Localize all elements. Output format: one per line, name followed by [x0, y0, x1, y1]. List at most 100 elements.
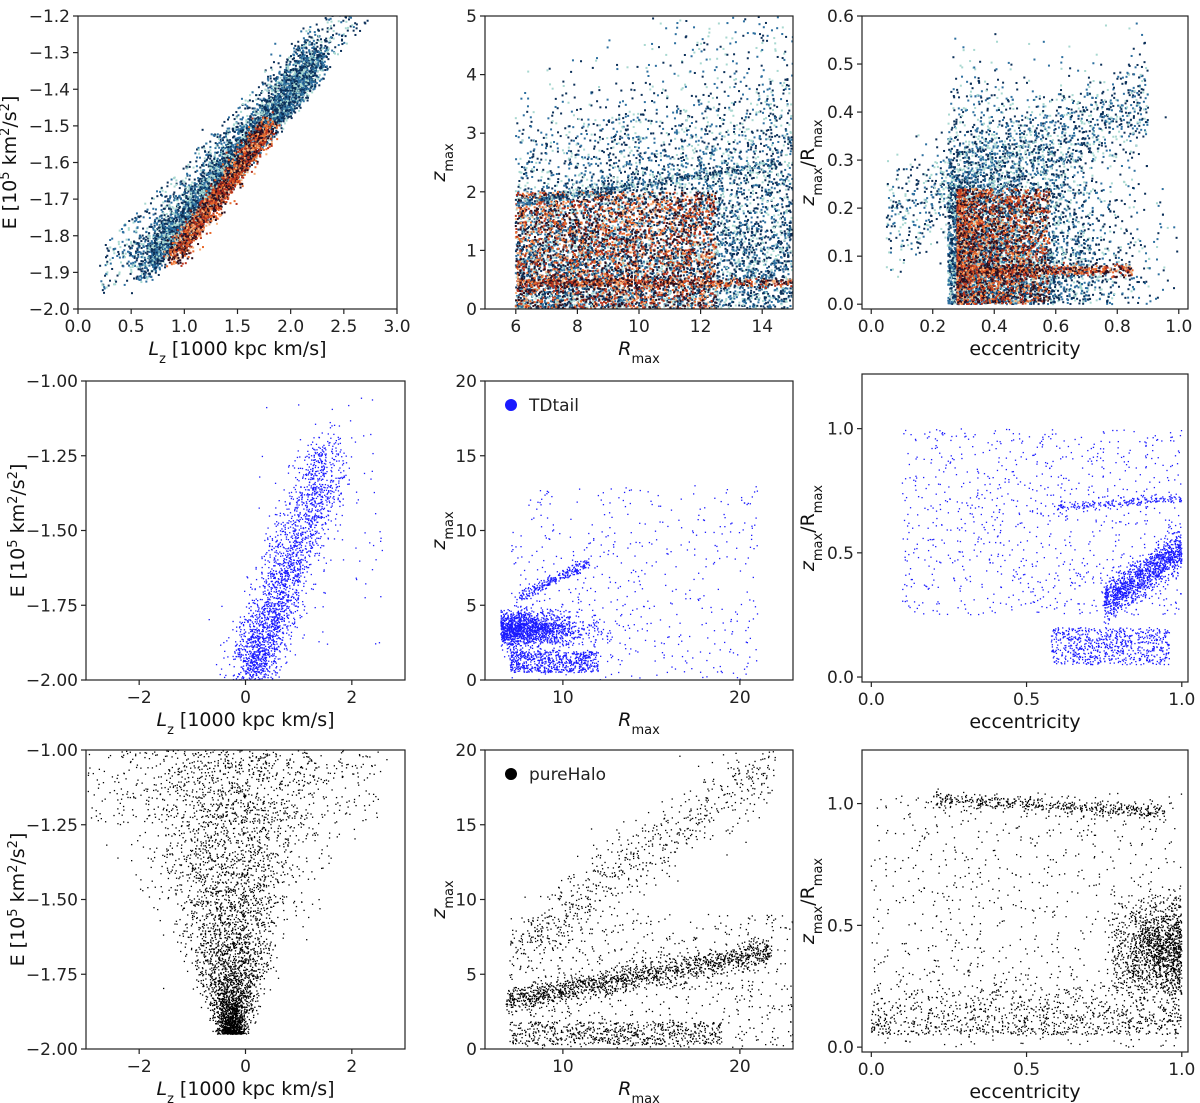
density-cell [159, 262, 162, 265]
density-cell [319, 68, 322, 71]
density-cell [288, 75, 291, 78]
density-cell [232, 145, 235, 148]
density-cell [196, 191, 199, 194]
density-cell [158, 241, 161, 244]
density-cell [237, 128, 240, 131]
density-cell [297, 40, 300, 43]
density-cell [300, 30, 303, 33]
density-cell [271, 118, 274, 121]
density-cell [192, 211, 195, 214]
density-cell [208, 185, 211, 188]
density-cell [276, 109, 279, 112]
density-cell [194, 219, 197, 222]
density-cell [263, 126, 266, 129]
density-cell [269, 108, 272, 111]
density-cell [155, 239, 158, 242]
density-cell [221, 160, 224, 163]
density-cell [312, 72, 315, 75]
density-cell [150, 247, 153, 250]
density-cell [287, 94, 290, 97]
density-cell [285, 61, 288, 64]
density-cell [191, 205, 194, 208]
density-cell [159, 250, 162, 253]
density-cell [313, 52, 316, 55]
density-cell [194, 170, 197, 173]
density-cell [201, 186, 204, 189]
density-cell [266, 102, 269, 105]
density-cell [164, 263, 167, 266]
density-cell [322, 65, 325, 68]
density-cell [234, 139, 237, 142]
density-cell [160, 256, 163, 259]
density-cell [206, 195, 209, 198]
density-cell [275, 105, 278, 108]
density-cell [300, 70, 303, 73]
density-cell [244, 103, 247, 106]
density-cell [243, 142, 246, 145]
density-cell [153, 253, 156, 256]
density-cell [196, 197, 199, 200]
density-cell [161, 226, 164, 229]
density-cell [246, 132, 249, 135]
density-cell [169, 238, 172, 241]
density-cell [289, 82, 292, 85]
density-cell [206, 176, 209, 179]
density-cell [307, 42, 310, 45]
density-cell [155, 253, 158, 256]
density-cell [248, 151, 251, 154]
density-cell [189, 198, 192, 201]
density-cell [241, 123, 244, 126]
density-cell [283, 87, 286, 90]
density-cell [181, 225, 184, 228]
density-cell [171, 220, 174, 223]
density-cell [225, 165, 228, 168]
density-cell [159, 253, 162, 256]
density-cell [129, 272, 132, 275]
density-cell [192, 206, 195, 209]
density-cell [292, 80, 295, 83]
density-cell [319, 59, 322, 62]
density-cell [195, 185, 198, 188]
density-cell [213, 133, 216, 136]
density-cell [276, 104, 279, 107]
density-cell [304, 39, 307, 42]
density-cell [255, 121, 258, 124]
density-cell [307, 78, 310, 81]
density-cell [214, 142, 217, 145]
density-cell [319, 66, 322, 69]
density-cell [276, 94, 279, 97]
density-cell [275, 77, 278, 80]
density-cell [294, 88, 297, 91]
density-cell [181, 202, 184, 205]
density-cell [305, 40, 308, 43]
density-cell [201, 128, 204, 131]
density-cell [226, 155, 229, 158]
density-cell [164, 250, 167, 253]
density-cell [316, 45, 319, 48]
density-cell [149, 257, 152, 260]
density-cell [333, 24, 336, 27]
density-cell [307, 64, 310, 67]
density-cell [193, 203, 196, 206]
density-cell [195, 207, 198, 210]
density-cell [159, 249, 162, 252]
density-cell [308, 83, 311, 86]
density-cell [283, 103, 286, 106]
density-cell [257, 152, 260, 155]
density-cell [169, 224, 172, 227]
density-cell [269, 77, 272, 80]
density-cell [271, 90, 274, 93]
density-cell [173, 221, 176, 224]
density-cell [298, 84, 301, 87]
density-cell [215, 177, 218, 180]
density-cell [140, 281, 143, 284]
density-cell [163, 218, 166, 221]
density-cell [276, 101, 279, 104]
density-cell [218, 171, 221, 174]
density-cell [154, 243, 157, 246]
density-cell [185, 196, 188, 199]
density-cell [170, 229, 173, 232]
density-cell [164, 241, 167, 244]
density-cell [153, 251, 156, 254]
